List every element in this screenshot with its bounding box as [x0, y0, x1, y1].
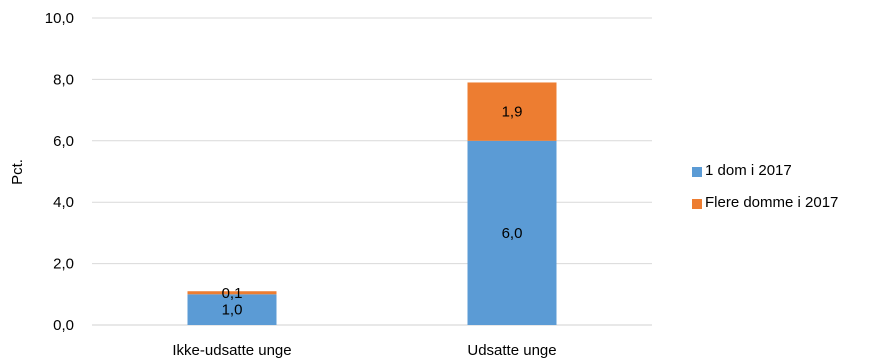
data-label: 1,9 [502, 104, 523, 121]
legend-item-1-dom: 1 dom i 2017 [692, 160, 838, 180]
data-label: 1,0 [222, 302, 243, 319]
legend-label-1-dom: 1 dom i 2017 [705, 161, 792, 179]
y-axis-title: Pct. [9, 159, 26, 185]
y-tick-label: 4,0 [53, 194, 74, 211]
gridlines [92, 17, 652, 326]
data-label: 0,1 [222, 285, 243, 302]
legend-swatch-1-dom [692, 166, 702, 177]
legend-label-flere-domme: Flere domme i 2017 [705, 193, 839, 211]
bars [187, 82, 557, 325]
x-tick-label: Ikke-udsatte unge [172, 342, 291, 359]
bar-segment [467, 140, 557, 325]
y-axis-tick-labels: 0,0 2,0 4,0 6,0 8,0 10,0 [45, 10, 74, 334]
legend-item-flere-domme: Flere domme i 2017 [692, 192, 838, 212]
legend: 1 dom i 2017 Flere domme i 2017 [692, 160, 838, 224]
bar-segment [467, 82, 557, 141]
x-axis-tick-labels: Ikke-udsatte unge Udsatte unge [172, 342, 556, 359]
data-labels: 1,00,1 6,0 1,9 [222, 104, 523, 319]
y-tick-label: 0,0 [53, 317, 74, 334]
legend-swatch-flere-domme [692, 198, 702, 209]
bar-segment [187, 294, 277, 325]
y-tick-label: 6,0 [53, 133, 74, 150]
data-label: 6,0 [502, 225, 523, 242]
y-tick-label: 8,0 [53, 71, 74, 88]
y-tick-label: 10,0 [45, 10, 74, 27]
bar-segment [187, 291, 277, 295]
y-tick-label: 2,0 [53, 256, 74, 273]
x-tick-label: Udsatte unge [467, 342, 556, 359]
